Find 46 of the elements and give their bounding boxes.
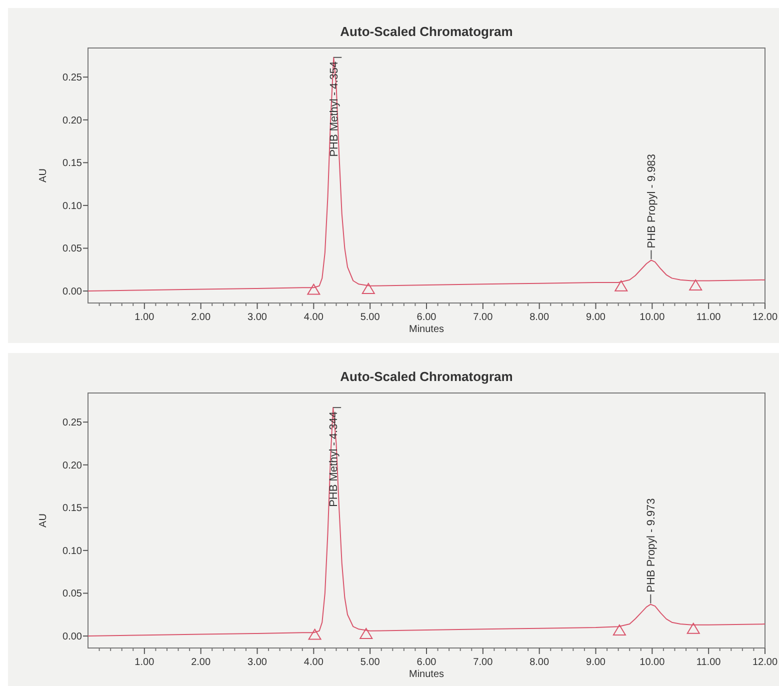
y-tick-label: 0.10: [62, 200, 82, 212]
chart-title: Auto-Scaled Chromatogram: [340, 24, 513, 39]
x-tick-label: 12.00: [752, 657, 778, 668]
x-tick-label: 1.00: [134, 657, 155, 668]
x-tick-label: 1.00: [134, 312, 155, 323]
x-tick-label: 10.00: [640, 657, 666, 668]
annotation: PHB Propyl - 9.983: [646, 154, 658, 248]
y-axis-title: AU: [38, 514, 49, 528]
x-tick-label: 3.00: [248, 657, 268, 668]
y-tick-label: 0.20: [62, 115, 82, 126]
y-tick-label: 0.05: [62, 244, 82, 255]
x-tick-label: 6.00: [416, 657, 437, 668]
y-tick-label: 0.00: [62, 286, 82, 298]
x-tick-label: 4.00: [304, 657, 324, 668]
y-tick-label: 0.05: [62, 588, 82, 600]
x-axis-title: Minutes: [408, 669, 444, 680]
x-tick-label: 9.00: [586, 312, 606, 323]
annotation: PHB Propyl - 9.973: [646, 498, 658, 592]
chart-title: Auto-Scaled Chromatogram: [340, 369, 513, 384]
x-tick-label: 8.00: [530, 312, 550, 323]
y-tick-label: 0.10: [62, 546, 82, 557]
x-tick-label: 2.00: [191, 312, 211, 323]
y-tick-label: 0.25: [62, 72, 82, 84]
x-axis-title: Minutes: [408, 324, 444, 335]
x-tick-label: 2.00: [191, 657, 211, 668]
annotation: PHB Methyl - 4.354: [328, 61, 341, 157]
x-tick-label: 4.00: [304, 312, 324, 323]
y-tick-label: 0.15: [62, 158, 82, 170]
x-tick-label: 10.00: [640, 312, 666, 323]
y-tick-label: 0.20: [62, 460, 82, 472]
x-tick-label: 9.00: [586, 657, 606, 668]
x-tick-label: 8.00: [530, 657, 550, 668]
x-tick-label: 5.00: [360, 657, 380, 668]
y-tick-label: 0.25: [62, 418, 82, 429]
x-tick-label: 6.00: [416, 312, 437, 323]
x-tick-label: 5.00: [360, 312, 380, 323]
x-tick-label: 11.00: [696, 657, 722, 668]
x-tick-label: 3.00: [248, 312, 268, 323]
x-tick-label: 7.00: [473, 312, 494, 323]
x-tick-label: 7.00: [473, 657, 494, 668]
y-tick-label: 0.15: [62, 503, 82, 514]
x-tick-label: 12.00: [752, 312, 778, 323]
y-tick-label: 0.00: [62, 632, 82, 643]
x-tick-label: 11.00: [696, 312, 722, 323]
y-axis-title: AU: [38, 168, 49, 182]
annotation: PHB Methyl - 4.344: [328, 412, 340, 507]
